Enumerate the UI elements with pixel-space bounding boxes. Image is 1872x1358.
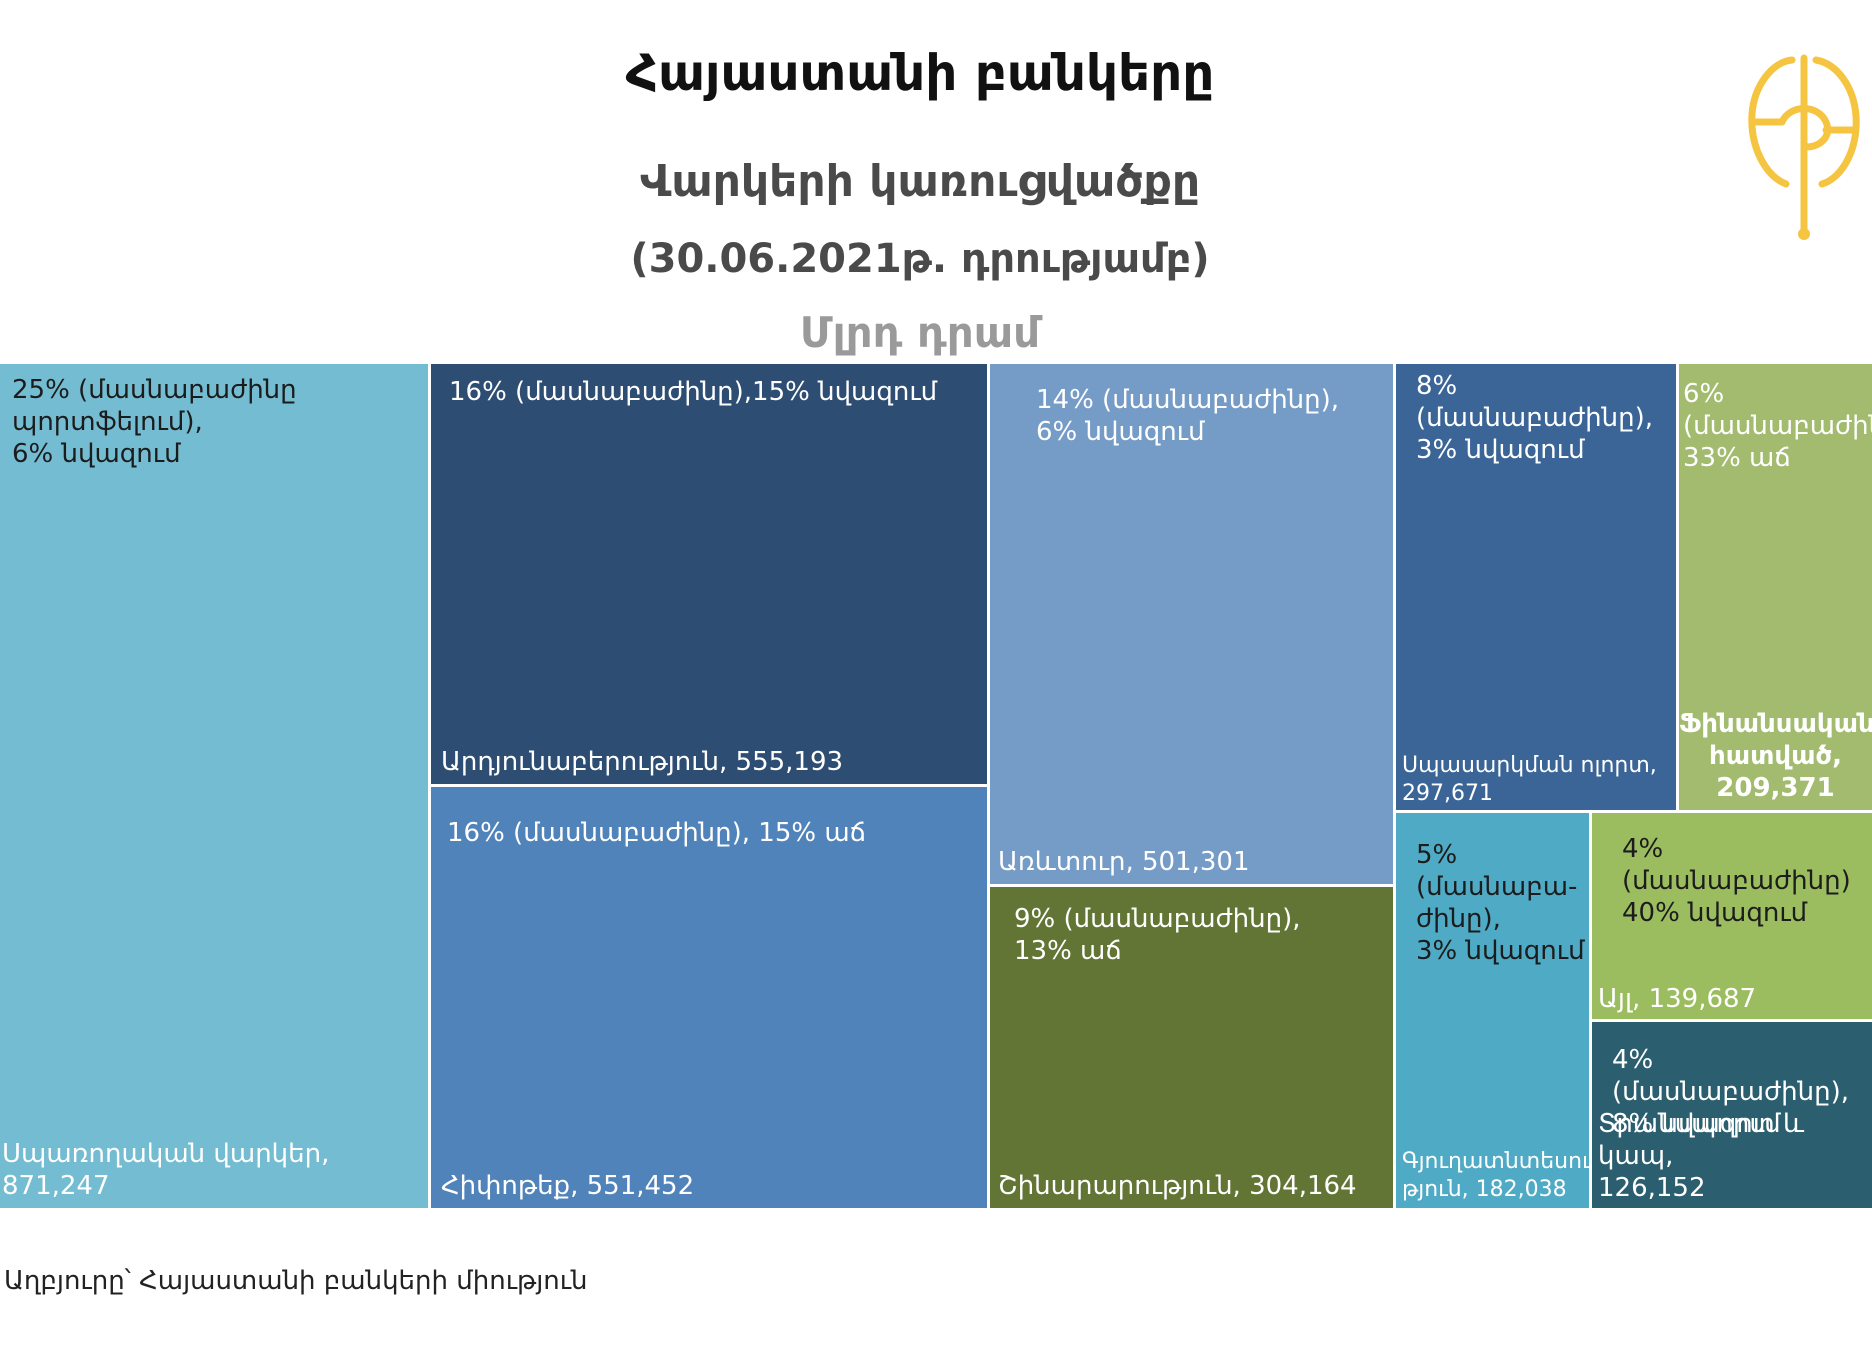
treemap-cell-note: 16% (մասնաբաժինը),15% նվազում <box>449 377 938 407</box>
chart-subtitle: Վարկերի կառուցվածքը <box>639 156 1201 207</box>
treemap-cell: 5% (մասնաբա- ժինը), 3% նվազում Գյուղատնտե… <box>1396 813 1589 1208</box>
treemap-cell: 14% (մասնաբաժինը), 6% նվազում Առևտուր, 50… <box>990 364 1393 884</box>
treemap-cell-note: 5% (մասնաբա- ժինը), 3% նվազում <box>1416 840 1585 966</box>
treemap-cell-label: Շինարարություն, 304,164 <box>998 1171 1357 1201</box>
treemap-cell-label: Առևտուր, 501,301 <box>998 847 1250 877</box>
treemap-cell-note: 9% (մասնաբաժինը), 13% աճ <box>1014 904 1301 966</box>
treemap-cell-label: Ֆինանսական հատված, 209,371 <box>1679 709 1872 803</box>
treemap-cell-label: Սպասարկման ոլորտ, 297,671 <box>1402 753 1657 806</box>
treemap-cell: 8% (մասնաբաժինը), 3% նվազում Սպասարկման ո… <box>1396 364 1676 810</box>
treemap-cell-note: 4% (մասնաբաժինը), 8% նվազում <box>1612 1045 1849 1139</box>
treemap-cell: 4% (մասնաբաժինը), 8% նվազում Տրանսպորտ և … <box>1592 1022 1872 1208</box>
chart-unit: Մլրդ դրամ <box>799 308 1041 357</box>
treemap-cell: 16% (մասնաբաժինը), 15% աճ Հիփոթեք, 551,45… <box>431 787 987 1208</box>
treemap-cell-label: Հիփոթեք, 551,452 <box>441 1171 695 1201</box>
treemap-cell: 25% (մասնաբաժինը պորտֆելում), 6% նվազում… <box>0 364 428 1208</box>
chart-date: (30.06.2021թ. դրությամբ) <box>630 236 1210 282</box>
treemap-cell-label: Գյուղատնտեսու- թյուն, 182,038 <box>1402 1149 1589 1202</box>
treemap-cell-note: 25% (մասնաբաժինը պորտֆելում), 6% նվազում <box>12 375 297 469</box>
source-note: Աղբյուրը՝ Հայաստանի բանկերի միություն <box>4 1266 588 1296</box>
treemap-cell: 9% (մասնաբաժինը), 13% աճ Շինարարություն, … <box>990 887 1393 1208</box>
treemap-cell-label: Արդյունաբերություն, 555,193 <box>441 747 844 777</box>
treemap-cell-label: Տրանսպորտ և կապ, 126,152 <box>1598 1109 1805 1203</box>
treemap-cell-note: 4% (մասնաբաժինը) 40% նվազում <box>1622 834 1851 928</box>
treemap-cell-note: 16% (մասնաբաժինը), 15% աճ <box>447 818 867 848</box>
treemap-chart: 25% (մասնաբաժինը պորտֆելում), 6% նվազում… <box>0 364 1872 1208</box>
treemap-cell-label: Այլ, 139,687 <box>1598 984 1757 1014</box>
treemap-cell: 16% (մասնաբաժինը),15% նվազում Արդյունաբեր… <box>431 364 987 784</box>
treemap-cell-note: 8% (մասնաբաժինը), 3% նվազում <box>1416 371 1653 465</box>
treemap-cell-label: Սպառողական վարկեր, 871,247 <box>2 1139 330 1201</box>
treemap-cell-note: 6% (մասնաբաժինը), 33% աճ <box>1683 379 1872 473</box>
treemap-cell: 4% (մասնաբաժինը) 40% նվազում Այլ, 139,687 <box>1592 813 1872 1019</box>
treemap-cell: 6% (մասնաբաժինը), 33% աճ Ֆինանսական հատվա… <box>1679 364 1872 810</box>
chart-title: Հայաստանի բանկերը <box>625 44 1215 102</box>
treemap-cell-note: 14% (մասնաբաժինը), 6% նվազում <box>1036 385 1340 447</box>
globe-logo-icon <box>1748 54 1860 240</box>
